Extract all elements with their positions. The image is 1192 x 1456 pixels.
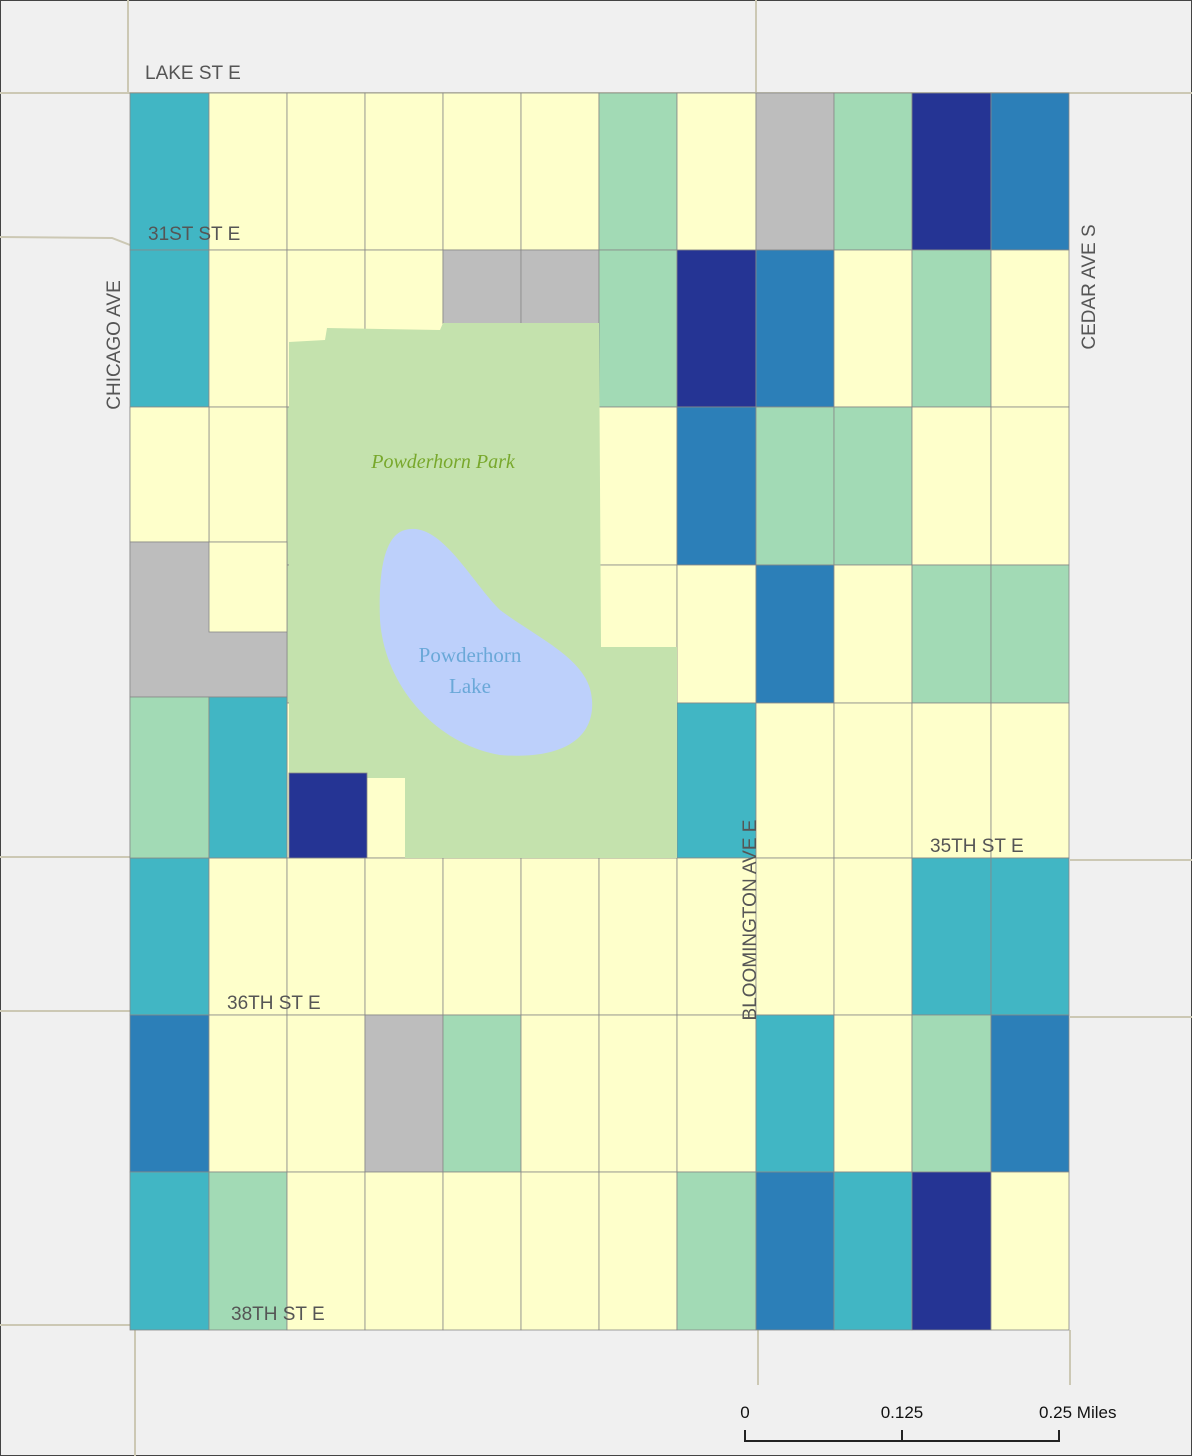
block (755, 1171, 835, 1331)
street-label: BLOOMINGTON AVE E (740, 820, 761, 1021)
block (911, 702, 992, 859)
block (990, 249, 1070, 408)
block (833, 702, 913, 859)
street-label: CHICAGO AVE (104, 280, 125, 410)
street-label: 36TH ST E (227, 993, 321, 1014)
block (208, 406, 288, 566)
block (911, 1014, 992, 1173)
block (520, 1171, 600, 1331)
block (208, 92, 288, 251)
block (208, 249, 288, 408)
block (520, 92, 600, 251)
block (286, 1014, 366, 1173)
block (286, 857, 366, 1016)
block (598, 1014, 678, 1173)
block (286, 92, 366, 251)
scale-label: 0 (740, 1403, 749, 1422)
block (833, 92, 913, 251)
block (208, 857, 288, 1016)
lake-label: Lake (449, 674, 491, 698)
block (911, 1171, 992, 1331)
block (598, 1171, 678, 1331)
scale-label: 0.125 (881, 1403, 924, 1422)
street-label: LAKE ST E (145, 63, 241, 84)
block (129, 696, 210, 859)
block (598, 92, 678, 251)
block (911, 406, 992, 566)
block (755, 564, 835, 704)
block (364, 857, 444, 1016)
block (676, 564, 757, 704)
block (911, 249, 992, 408)
block (676, 249, 757, 408)
block (676, 1014, 757, 1173)
block (364, 1014, 444, 1173)
block (833, 1014, 913, 1173)
block (755, 1014, 835, 1173)
block (520, 1014, 600, 1173)
block (990, 857, 1070, 1016)
block (833, 1171, 913, 1331)
block (598, 249, 678, 408)
block (676, 406, 757, 566)
lake (379, 528, 593, 756)
scale-label: 0.25 Miles (1039, 1403, 1116, 1422)
block (755, 249, 835, 408)
block (208, 1171, 288, 1331)
block (129, 249, 210, 408)
lake-label: Powderhorn (419, 643, 522, 667)
block (755, 92, 835, 251)
block (990, 1014, 1070, 1173)
block (990, 1171, 1070, 1331)
block (442, 1014, 522, 1173)
park-label: Powderhorn Park (370, 451, 516, 473)
block (833, 857, 913, 1016)
block (442, 857, 522, 1016)
street-label: 31ST ST E (148, 224, 240, 245)
block (208, 696, 288, 859)
block (990, 92, 1070, 251)
block (676, 92, 757, 251)
block (598, 406, 678, 566)
block (208, 1014, 288, 1173)
block (676, 1171, 757, 1331)
block (833, 564, 913, 704)
block (129, 857, 210, 1016)
block (755, 406, 835, 566)
block (833, 249, 913, 408)
block (990, 564, 1070, 704)
block (911, 564, 992, 704)
block (288, 772, 368, 859)
block (990, 406, 1070, 566)
block (520, 857, 600, 1016)
block (129, 406, 210, 543)
block (364, 92, 444, 251)
block (990, 702, 1070, 859)
block (442, 92, 522, 251)
block (911, 92, 992, 251)
block (208, 541, 288, 633)
block (833, 406, 913, 566)
street-label: 38TH ST E (231, 1304, 325, 1325)
block (129, 1171, 210, 1331)
block (598, 857, 678, 1016)
block (364, 1171, 444, 1331)
block (755, 857, 835, 1016)
block (442, 1171, 522, 1331)
block (911, 857, 992, 1016)
street-label: 35TH ST E (930, 836, 1024, 857)
block (129, 92, 210, 251)
block (129, 1014, 210, 1173)
street-label: CEDAR AVE S (1079, 224, 1100, 349)
block (676, 857, 757, 1016)
scale-bar: 0 0.125 0.25 Miles (740, 1403, 1116, 1442)
block (755, 702, 835, 859)
